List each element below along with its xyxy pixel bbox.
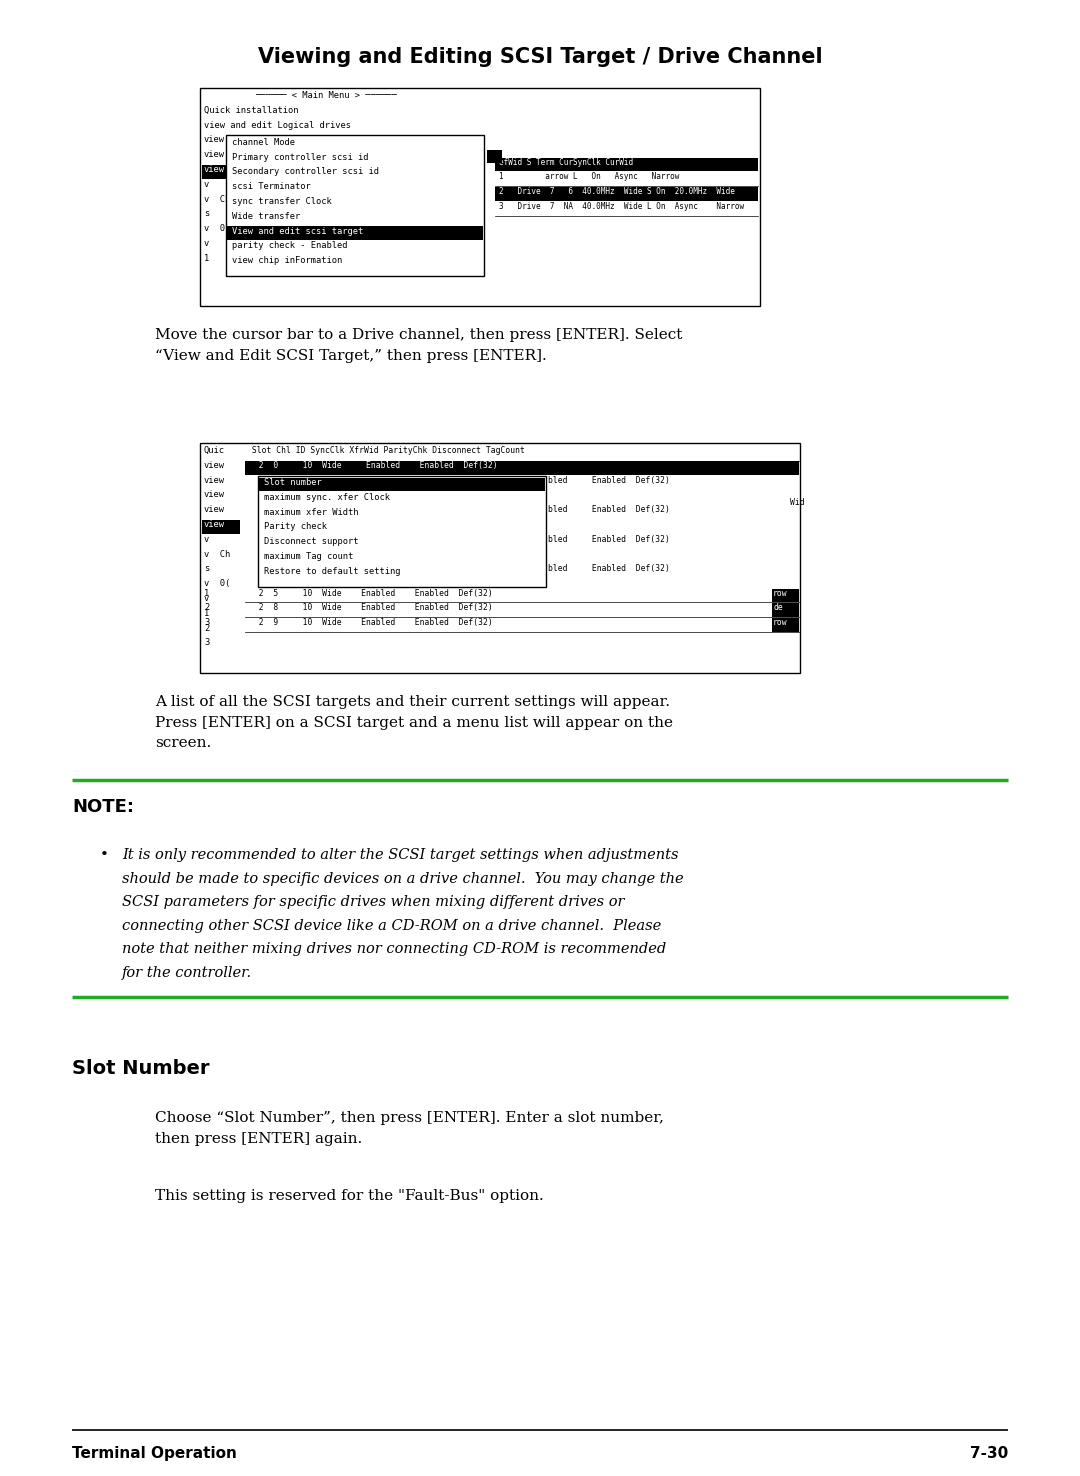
Text: v: v — [204, 593, 210, 604]
Text: SCSI parameters for specific drives when mixing different drives or: SCSI parameters for specific drives when… — [122, 894, 624, 909]
Bar — [202, 520, 240, 534]
Text: view chip inFormation: view chip inFormation — [232, 257, 342, 266]
Text: 1: 1 — [204, 608, 210, 618]
Text: parity check - Enabled: parity check - Enabled — [232, 242, 348, 251]
Text: channel Mode: channel Mode — [232, 137, 295, 148]
Text: 3   Drive  7  NA  40.0MHz  Wide L On  Async    Narrow: 3 Drive 7 NA 40.0MHz Wide L On Async Nar… — [499, 202, 744, 211]
Text: view: view — [204, 136, 225, 145]
Text: 1: 1 — [204, 254, 210, 263]
Text: 3: 3 — [204, 639, 210, 648]
Text: Wid: Wid — [789, 497, 805, 506]
Text: view: view — [204, 490, 225, 499]
Text: view: view — [204, 151, 225, 159]
Text: bled     Enabled  Def(32): bled Enabled Def(32) — [548, 534, 670, 543]
Text: row: row — [773, 618, 787, 627]
Text: Slot number: Slot number — [264, 478, 322, 487]
Text: v: v — [204, 180, 210, 189]
Bar — [200, 89, 760, 306]
Bar — [226, 136, 484, 276]
Text: Primary controller scsi id: Primary controller scsi id — [232, 152, 368, 162]
Text: 2: 2 — [204, 604, 210, 613]
Text: de: de — [773, 604, 783, 613]
Text: Quick installation: Quick installation — [204, 106, 298, 115]
Text: view and edit Logical drives: view and edit Logical drives — [204, 121, 351, 130]
Text: 1         arrow L   On   Async   Narrow: 1 arrow L On Async Narrow — [499, 173, 679, 182]
Bar — [202, 165, 232, 179]
Text: •: • — [100, 849, 109, 862]
Text: Viewing and Editing SCSI Target / Drive Channel: Viewing and Editing SCSI Target / Drive … — [258, 47, 822, 66]
Bar — [227, 226, 483, 241]
Bar — [245, 461, 799, 475]
Text: row: row — [773, 589, 787, 598]
Text: A list of all the SCSI targets and their current settings will appear.
Press [EN: A list of all the SCSI targets and their… — [156, 695, 673, 750]
Text: Choose “Slot Number”, then press [ENTER]. Enter a slot number,
then press [ENTER: Choose “Slot Number”, then press [ENTER]… — [156, 1111, 664, 1145]
Text: for the controller.: for the controller. — [122, 965, 252, 980]
Text: maximum xfer Width: maximum xfer Width — [264, 508, 359, 517]
Text: bled     Enabled  Def(32): bled Enabled Def(32) — [548, 564, 670, 573]
Bar — [772, 589, 799, 602]
Text: view: view — [204, 165, 225, 174]
Text: sync transfer Clock: sync transfer Clock — [232, 198, 332, 207]
Bar — [495, 158, 758, 171]
Text: 2  9     10  Wide    Enabled    Enabled  Def(32): 2 9 10 Wide Enabled Enabled Def(32) — [249, 618, 492, 627]
Text: s: s — [204, 210, 210, 218]
Text: bled     Enabled  Def(32): bled Enabled Def(32) — [548, 475, 670, 484]
Text: Quic: Quic — [204, 446, 225, 455]
Text: v  Ch: v Ch — [204, 195, 230, 204]
Text: 2  0     10  Wide     Enabled    Enabled  Def(32): 2 0 10 Wide Enabled Enabled Def(32) — [249, 461, 498, 469]
Text: Secondary controller scsi id: Secondary controller scsi id — [232, 167, 379, 177]
Bar — [772, 618, 799, 632]
Text: It is only recommended to alter the SCSI target settings when adjustments: It is only recommended to alter the SCSI… — [122, 849, 678, 862]
Text: bled     Enabled  Def(32): bled Enabled Def(32) — [548, 505, 670, 514]
Text: 2  8     10  Wide    Enabled    Enabled  Def(32): 2 8 10 Wide Enabled Enabled Def(32) — [249, 604, 492, 613]
Text: should be made to specific devices on a drive channel.  You may change the: should be made to specific devices on a … — [122, 871, 684, 886]
Text: NOTE:: NOTE: — [72, 799, 134, 816]
Text: Restore to default setting: Restore to default setting — [264, 567, 401, 576]
Text: 2   Drive  7   6  40.0MHz  Wide S On  20.0MHz  Wide: 2 Drive 7 6 40.0MHz Wide S On 20.0MHz Wi… — [499, 187, 734, 196]
Text: efWid S Term CurSynClk CurWid: efWid S Term CurSynClk CurWid — [499, 158, 633, 167]
Text: note that neither mixing drives nor connecting CD-ROM is recommended: note that neither mixing drives nor conn… — [122, 942, 666, 956]
Text: scsi Terminator: scsi Terminator — [232, 183, 311, 192]
Bar — [200, 443, 800, 673]
Text: 2  5     10  Wide    Enabled    Enabled  Def(32): 2 5 10 Wide Enabled Enabled Def(32) — [249, 589, 492, 598]
Text: 2: 2 — [204, 623, 210, 633]
Text: Terminal Operation: Terminal Operation — [72, 1446, 237, 1461]
Text: view: view — [204, 475, 225, 484]
Text: This setting is reserved for the "Fault-Bus" option.: This setting is reserved for the "Fault-… — [156, 1190, 543, 1203]
Text: v  Ch: v Ch — [204, 549, 230, 558]
Text: maximum sync. xfer Clock: maximum sync. xfer Clock — [264, 493, 390, 502]
Text: v  0(: v 0( — [204, 579, 230, 589]
Bar — [495, 187, 758, 201]
Text: view: view — [204, 505, 225, 514]
Text: Slot Number: Slot Number — [72, 1058, 210, 1077]
Bar — [258, 475, 546, 586]
Text: ────── < Main Menu > ──────: ────── < Main Menu > ────── — [255, 92, 396, 100]
Text: 1: 1 — [204, 589, 210, 598]
Text: Wide transfer: Wide transfer — [232, 213, 300, 221]
Text: Parity check: Parity check — [264, 523, 327, 531]
Text: 7-30: 7-30 — [970, 1446, 1008, 1461]
Text: v: v — [204, 239, 210, 248]
Text: connecting other SCSI device like a CD-ROM on a drive channel.  Please: connecting other SCSI device like a CD-R… — [122, 918, 661, 933]
Text: v  0(: v 0( — [204, 224, 230, 233]
Text: view: view — [204, 461, 225, 469]
Text: maximum Tag count: maximum Tag count — [264, 552, 353, 561]
Bar — [772, 604, 799, 617]
Text: Slot Chl ID SyncClk XfrWid ParityChk Disconnect TagCount: Slot Chl ID SyncClk XfrWid ParityChk Dis… — [247, 446, 525, 455]
Text: 3: 3 — [204, 618, 210, 627]
Bar — [259, 478, 545, 492]
Text: s: s — [204, 564, 210, 573]
Text: View and edit scsi target: View and edit scsi target — [232, 227, 363, 236]
Text: Disconnect support: Disconnect support — [264, 537, 359, 546]
Text: Move the cursor bar to a Drive channel, then press [ENTER]. Select
“View and Edi: Move the cursor bar to a Drive channel, … — [156, 328, 683, 363]
Bar — [487, 151, 502, 162]
Text: view: view — [204, 520, 225, 528]
Text: v: v — [204, 534, 210, 543]
